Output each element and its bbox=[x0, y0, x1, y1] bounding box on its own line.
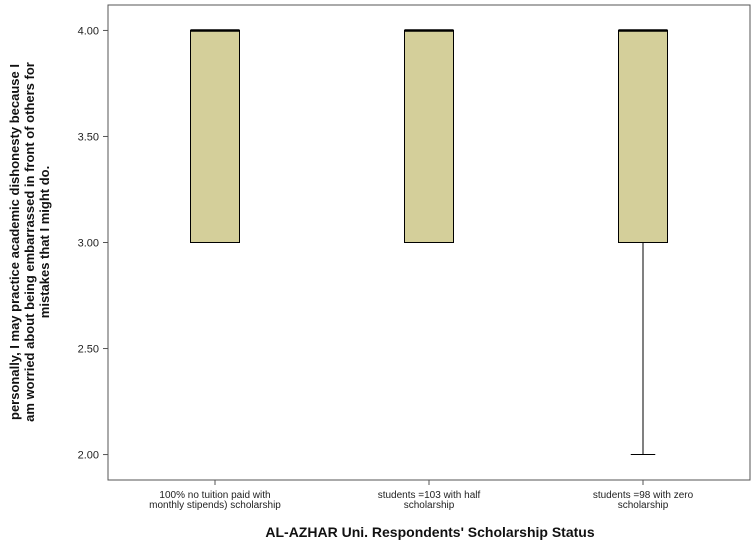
box-group bbox=[190, 29, 240, 244]
x-tick-label: students =103 with half bbox=[378, 490, 481, 501]
x-tick-label: students =98 with zero bbox=[593, 490, 694, 501]
y-axis-title-line-3: mistakes that I might do. bbox=[37, 166, 52, 318]
y-tick-label: 2.50 bbox=[78, 344, 99, 356]
iqr-box bbox=[190, 29, 240, 244]
boxes bbox=[190, 29, 668, 456]
box-group bbox=[618, 29, 668, 456]
y-tick-label: 4.00 bbox=[78, 25, 99, 37]
x-axis-title: AL-AZHAR Uni. Respondents' Scholarship S… bbox=[265, 524, 594, 540]
y-axis-title-line-1: personally, I may practice academic dish… bbox=[7, 64, 22, 420]
y-tick-label: 3.00 bbox=[78, 238, 99, 250]
x-tick-label: monthly stipends) scholarship bbox=[149, 500, 281, 511]
iqr-box bbox=[404, 29, 454, 244]
y-axis-title: personally, I may practice academic dish… bbox=[7, 62, 52, 422]
y-tick-label: 2.00 bbox=[78, 450, 99, 462]
x-tick-label: scholarship bbox=[618, 500, 669, 511]
y-axis-title-line-2: am worried about being embarrassed in fr… bbox=[22, 62, 37, 422]
x-tick-label: 100% no tuition paid with bbox=[159, 490, 270, 501]
iqr-box bbox=[618, 29, 668, 244]
y-axis: 2.00 2.50 3.00 3.50 4.00 bbox=[78, 25, 108, 462]
x-tick-label: scholarship bbox=[404, 500, 455, 511]
y-tick-label: 3.50 bbox=[78, 131, 99, 143]
box-group bbox=[404, 29, 454, 244]
